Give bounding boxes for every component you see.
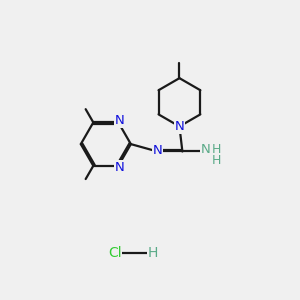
Text: N: N bbox=[115, 161, 125, 174]
Text: N: N bbox=[152, 144, 162, 158]
Text: H: H bbox=[148, 246, 158, 260]
Text: Cl: Cl bbox=[108, 246, 122, 260]
Text: H: H bbox=[212, 142, 221, 156]
Text: N: N bbox=[175, 120, 184, 133]
Text: H: H bbox=[212, 154, 221, 167]
Text: N: N bbox=[201, 142, 211, 156]
Text: N: N bbox=[115, 115, 125, 128]
